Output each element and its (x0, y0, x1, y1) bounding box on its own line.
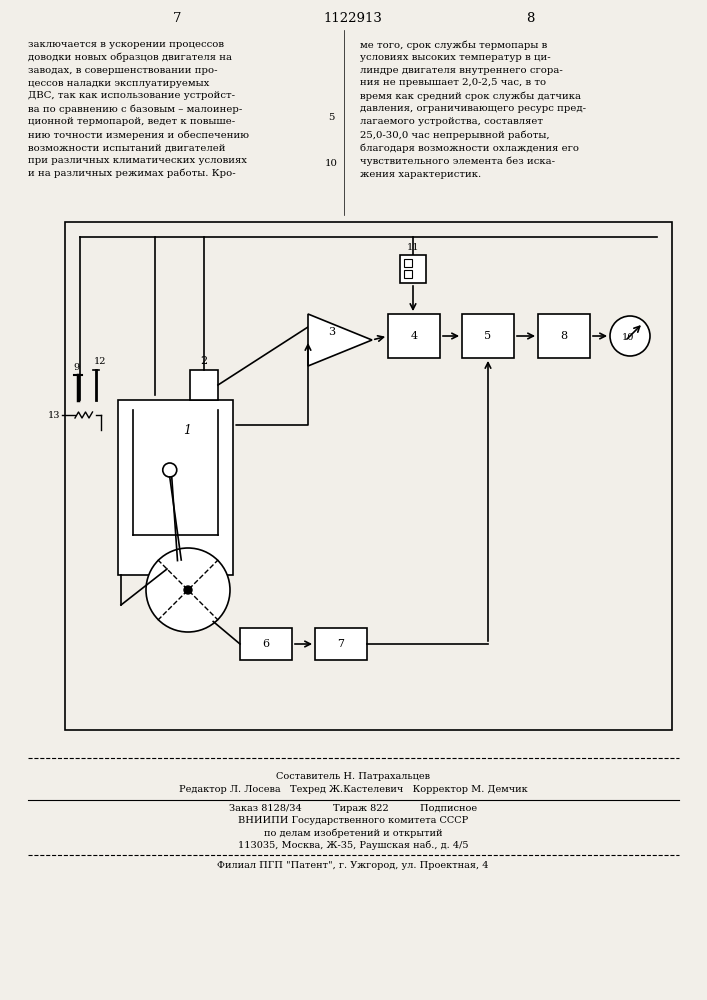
Text: 11: 11 (407, 243, 419, 252)
Text: 7: 7 (173, 11, 181, 24)
Text: по делам изобретений и открытий: по делам изобретений и открытий (264, 828, 443, 838)
Bar (400, 255, 426, 283)
Bar (388, 314, 440, 358)
Bar (538, 314, 590, 358)
Text: 5: 5 (328, 113, 334, 122)
Text: 2: 2 (201, 356, 208, 366)
Text: 5: 5 (484, 331, 491, 341)
Text: Заказ 8128/34          Тираж 822          Подписное: Заказ 8128/34 Тираж 822 Подписное (229, 804, 477, 813)
Text: Составитель Н. Патрахальцев: Составитель Н. Патрахальцев (276, 772, 430, 781)
Circle shape (610, 316, 650, 356)
Circle shape (184, 586, 192, 594)
Text: заключается в ускорении процессов
доводки новых образцов двигателя на
заводах, в: заключается в ускорении процессов доводк… (28, 40, 249, 178)
Text: ме того, срок службы термопары в
условиях высоких температур в ци-
линдре двигат: ме того, срок службы термопары в условия… (360, 40, 586, 179)
Text: 1: 1 (183, 424, 191, 436)
Text: 6: 6 (262, 639, 269, 649)
Text: ВНИИПИ Государственного комитета СССР: ВНИИПИ Государственного комитета СССР (238, 816, 468, 825)
Text: 4: 4 (411, 331, 418, 341)
Text: 10: 10 (325, 158, 338, 167)
Bar (404, 259, 412, 267)
Bar (118, 400, 233, 575)
Text: 10: 10 (622, 334, 634, 342)
Bar (404, 270, 412, 278)
Circle shape (163, 463, 177, 477)
Bar (462, 314, 514, 358)
Bar (240, 628, 292, 660)
Text: 8: 8 (561, 331, 568, 341)
Text: 13: 13 (47, 410, 60, 420)
Circle shape (146, 548, 230, 632)
Bar (315, 628, 367, 660)
Bar (190, 370, 218, 400)
Text: Редактор Л. Лосева   Техред Ж.Кастелевич   Корректор М. Демчик: Редактор Л. Лосева Техред Ж.Кастелевич К… (179, 785, 527, 794)
Text: 9: 9 (73, 362, 79, 371)
Polygon shape (308, 314, 372, 366)
Text: 12: 12 (94, 358, 106, 366)
Text: 7: 7 (337, 639, 344, 649)
Text: 8: 8 (526, 11, 534, 24)
Text: 3: 3 (329, 327, 336, 337)
Text: 1122913: 1122913 (324, 11, 382, 24)
Text: Филиал ПГП "Патент", г. Ужгород, ул. Проектная, 4: Филиал ПГП "Патент", г. Ужгород, ул. Про… (217, 861, 489, 870)
Text: 113035, Москва, Ж-35, Раушская наб., д. 4/5: 113035, Москва, Ж-35, Раушская наб., д. … (238, 840, 468, 850)
Bar (65, 222, 672, 730)
